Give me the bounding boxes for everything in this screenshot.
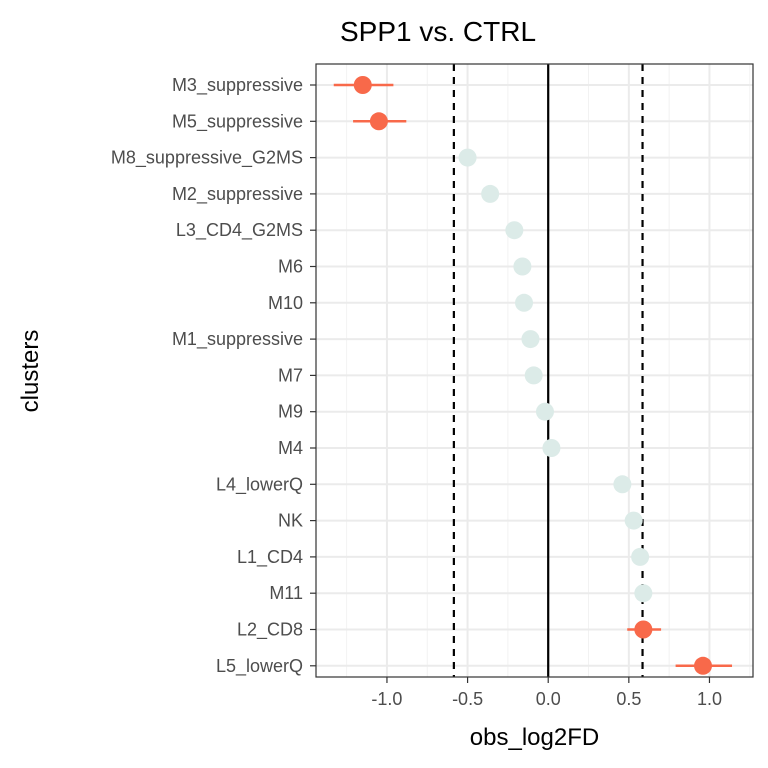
y-tick-label: M2_suppressive [172, 184, 303, 205]
data-point [624, 511, 643, 530]
y-tick-label: M7 [278, 365, 303, 385]
x-tick-label: -1.0 [371, 689, 402, 709]
data-points [353, 76, 713, 675]
y-tick-label: M6 [278, 257, 303, 277]
y-tick-label: M8_suppressive_G2MS [111, 148, 303, 169]
y-tick-label: L1_CD4 [237, 547, 303, 568]
reference-lines [452, 64, 644, 677]
data-point [505, 221, 524, 240]
data-point [513, 257, 532, 276]
y-tick-label: L2_CD8 [237, 620, 303, 641]
x-tick-label: -0.5 [452, 689, 483, 709]
chart-title: SPP1 vs. CTRL [340, 16, 536, 47]
data-point [369, 112, 388, 131]
data-point [613, 475, 632, 494]
x-tick-label: 1.0 [697, 689, 722, 709]
data-point [631, 547, 650, 566]
data-point [515, 293, 534, 312]
y-tick-label: NK [278, 511, 303, 531]
y-tick-label: L4_lowerQ [216, 474, 303, 495]
data-point [634, 620, 653, 639]
x-axis: -1.0 -0.5 0.0 0.5 1.0 [371, 677, 722, 709]
y-axis: M3_suppressive M5_suppressive M8_suppressi… [111, 75, 316, 677]
data-point [521, 330, 540, 349]
panel-border [315, 63, 754, 678]
y-tick-label: L3_CD4_G2MS [176, 220, 303, 241]
y-tick-label: M4 [278, 438, 303, 458]
data-point [481, 184, 500, 203]
data-point [458, 148, 477, 167]
y-axis-title: clusters [17, 330, 44, 413]
data-point [535, 402, 554, 421]
y-tick-label: M3_suppressive [172, 75, 303, 96]
y-tick-label: L5_lowerQ [216, 656, 303, 677]
x-axis-title: obs_log2FD [470, 724, 599, 751]
y-tick-label: M10 [268, 293, 303, 313]
y-tick-label: M9 [278, 402, 303, 422]
y-tick-label: M5_suppressive [172, 111, 303, 132]
minor-gridlines [346, 64, 751, 677]
x-tick-label: 0.5 [616, 689, 641, 709]
data-point [542, 439, 561, 457]
y-tick-label: M1_suppressive [172, 329, 303, 350]
x-tick-label: 0.0 [536, 689, 561, 709]
data-point [524, 366, 543, 385]
data-point [634, 584, 653, 603]
y-tick-label: M11 [269, 583, 303, 603]
data-point [353, 76, 372, 94]
data-point [694, 656, 713, 675]
